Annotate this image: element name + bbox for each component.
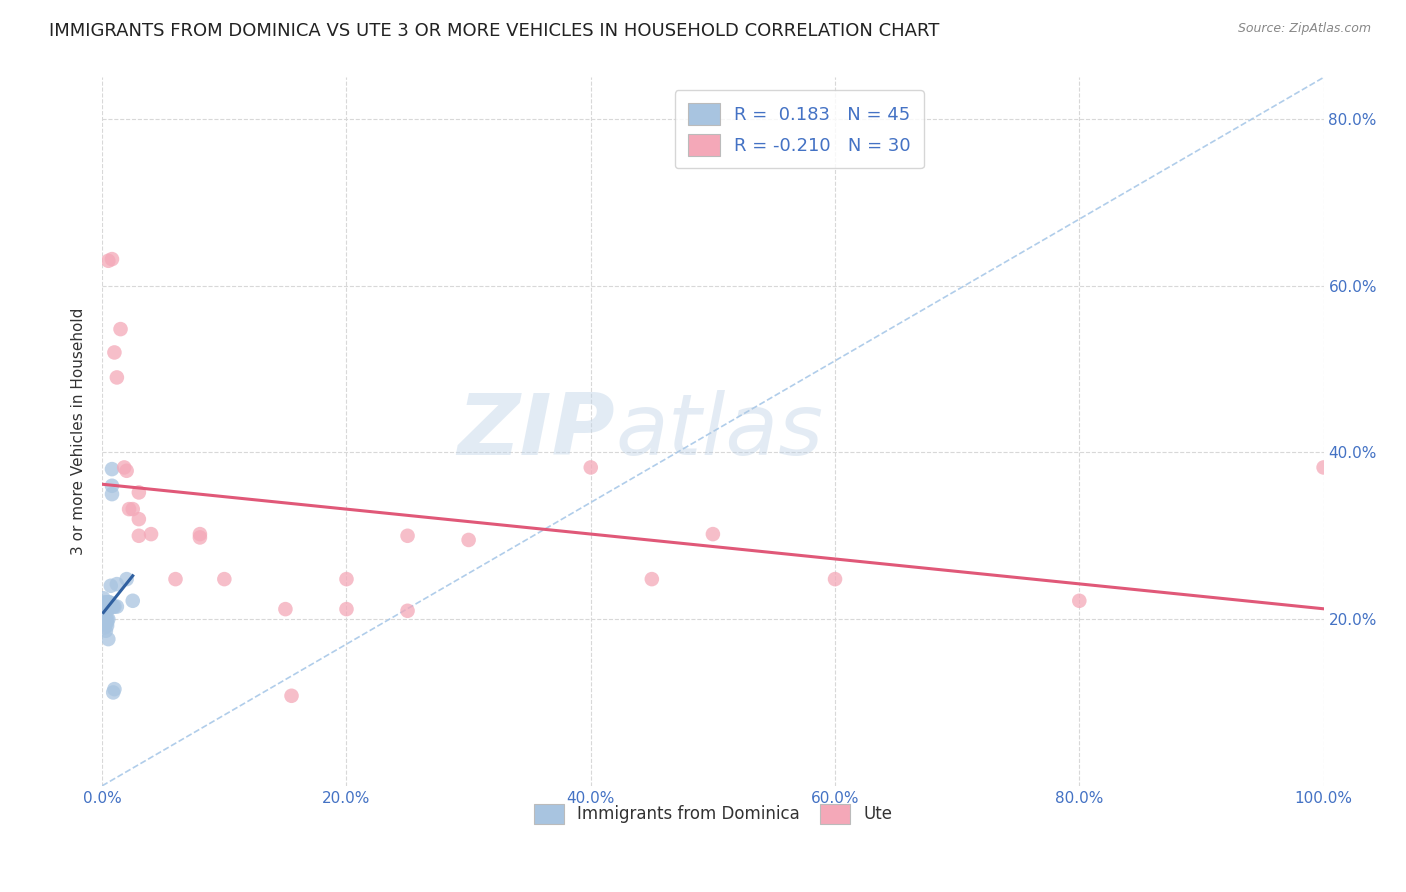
Point [702, 527, 724, 541]
Point [97, 599, 120, 614]
Point [121, 594, 143, 608]
Legend: Immigrants from Dominica, Ute: Immigrants from Dominica, Ute [523, 794, 903, 834]
Point [101, 487, 124, 501]
Point [93, 599, 115, 614]
Point [97, 612, 120, 626]
Point [96, 604, 118, 618]
Point [121, 502, 143, 516]
Point [96, 619, 118, 633]
Point [93, 607, 115, 622]
Point [94, 604, 117, 618]
Point [457, 533, 479, 547]
Point [98, 595, 121, 609]
Point [274, 602, 297, 616]
Point [103, 599, 125, 614]
Point [94, 624, 117, 638]
Point [280, 689, 302, 703]
Point [94, 595, 117, 609]
Text: Source: ZipAtlas.com: Source: ZipAtlas.com [1237, 22, 1371, 36]
Point [214, 572, 236, 586]
Y-axis label: 3 or more Vehicles in Household: 3 or more Vehicles in Household [72, 308, 86, 556]
Point [97, 595, 120, 609]
Point [165, 572, 187, 586]
Point [97, 632, 120, 646]
Point [105, 370, 128, 384]
Point [103, 682, 125, 697]
Point [98, 595, 121, 609]
Point [93, 612, 115, 626]
Point [579, 460, 602, 475]
Text: IMMIGRANTS FROM DOMINICA VS UTE 3 OR MORE VEHICLES IN HOUSEHOLD CORRELATION CHAR: IMMIGRANTS FROM DOMINICA VS UTE 3 OR MOR… [49, 22, 939, 40]
Point [96, 612, 118, 626]
Point [824, 572, 846, 586]
Point [115, 572, 138, 586]
Point [94, 615, 117, 630]
Point [188, 531, 211, 545]
Point [103, 345, 125, 359]
Point [105, 577, 128, 591]
Point [93, 616, 115, 631]
Point [93, 612, 115, 626]
Point [139, 527, 162, 541]
Point [93, 616, 115, 631]
Point [93, 612, 115, 626]
Point [128, 485, 150, 500]
Point [335, 602, 357, 616]
Point [100, 599, 122, 614]
Point [128, 529, 150, 543]
Point [96, 615, 118, 630]
Point [188, 527, 211, 541]
Point [96, 599, 118, 614]
Point [101, 252, 124, 266]
Point [101, 479, 124, 493]
Point [396, 604, 419, 618]
Point [103, 685, 125, 699]
Point [112, 460, 135, 475]
Point [396, 529, 419, 543]
Point [93, 599, 115, 614]
Point [110, 322, 132, 336]
Point [128, 512, 150, 526]
Point [118, 502, 141, 516]
Point [103, 599, 125, 614]
Point [94, 604, 117, 618]
Point [100, 579, 122, 593]
Point [105, 599, 128, 614]
Point [1069, 594, 1091, 608]
Text: atlas: atlas [616, 390, 823, 473]
Point [97, 253, 120, 268]
Point [93, 595, 115, 609]
Point [115, 464, 138, 478]
Point [94, 599, 117, 614]
Point [94, 612, 117, 626]
Point [641, 572, 664, 586]
Text: ZIP: ZIP [457, 390, 616, 473]
Point [335, 572, 357, 586]
Point [1312, 460, 1334, 475]
Point [98, 599, 121, 614]
Point [101, 462, 124, 476]
Point [97, 599, 120, 613]
Point [93, 591, 115, 606]
Point [93, 620, 115, 634]
Point [93, 604, 115, 618]
